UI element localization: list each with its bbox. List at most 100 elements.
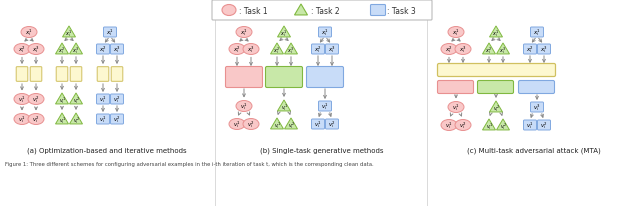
Text: (a) Optimization-based and iterative methods: (a) Optimization-based and iterative met…: [27, 147, 187, 154]
Text: $v_i^1$: $v_i^1$: [240, 101, 248, 112]
Text: : Task 3: : Task 3: [387, 7, 416, 16]
FancyBboxPatch shape: [319, 102, 332, 111]
Ellipse shape: [243, 119, 259, 130]
Text: $v_i^2$: $v_i^2$: [113, 114, 121, 125]
FancyBboxPatch shape: [97, 45, 109, 55]
FancyBboxPatch shape: [212, 1, 432, 21]
Ellipse shape: [222, 6, 236, 16]
Text: Figure 1: Three different schemes for configuring adversarial examples in the i-: Figure 1: Three different schemes for co…: [5, 161, 374, 166]
FancyBboxPatch shape: [326, 119, 339, 129]
FancyBboxPatch shape: [111, 67, 123, 82]
Text: $v_i^1$: $v_i^1$: [321, 101, 329, 112]
Text: $x_i^1$: $x_i^1$: [492, 29, 500, 39]
Ellipse shape: [448, 102, 464, 113]
Ellipse shape: [448, 27, 464, 38]
Ellipse shape: [14, 44, 30, 55]
Text: : Task 1: : Task 1: [239, 7, 268, 16]
Polygon shape: [278, 101, 291, 111]
Polygon shape: [271, 118, 284, 129]
FancyBboxPatch shape: [524, 45, 536, 55]
FancyBboxPatch shape: [312, 119, 324, 129]
Polygon shape: [497, 119, 509, 130]
Text: $v_i^1$: $v_i^1$: [445, 120, 453, 131]
Polygon shape: [294, 5, 307, 16]
Ellipse shape: [236, 27, 252, 38]
Text: $v_i^2$: $v_i^2$: [460, 120, 467, 131]
Text: $x_i^2$: $x_i^2$: [526, 44, 534, 55]
Polygon shape: [497, 44, 509, 55]
Text: $x_i^3$: $x_i^3$: [499, 46, 507, 56]
Text: (b) Single-task generative methods: (b) Single-task generative methods: [260, 147, 384, 154]
Ellipse shape: [236, 101, 252, 112]
FancyBboxPatch shape: [531, 28, 543, 38]
Text: $x_i^2$: $x_i^2$: [273, 46, 280, 56]
Text: $x_i^1$: $x_i^1$: [106, 27, 114, 38]
FancyBboxPatch shape: [16, 67, 28, 82]
FancyBboxPatch shape: [225, 67, 262, 88]
FancyBboxPatch shape: [326, 45, 339, 55]
Text: $v_i^3$: $v_i^3$: [533, 102, 541, 113]
FancyBboxPatch shape: [266, 67, 303, 88]
Text: $v_i^1$: $v_i^1$: [99, 114, 107, 125]
Polygon shape: [271, 44, 284, 55]
Polygon shape: [63, 27, 76, 38]
Text: $x_i^2$: $x_i^2$: [99, 44, 107, 55]
Polygon shape: [285, 118, 298, 129]
FancyBboxPatch shape: [97, 95, 109, 104]
Polygon shape: [483, 119, 495, 130]
FancyBboxPatch shape: [312, 45, 324, 55]
Ellipse shape: [28, 114, 44, 125]
Polygon shape: [278, 27, 291, 38]
Text: $x_i^3$: $x_i^3$: [32, 44, 40, 55]
Polygon shape: [285, 44, 298, 55]
Ellipse shape: [229, 119, 245, 130]
Ellipse shape: [28, 44, 44, 55]
Text: $x_i^2$: $x_i^2$: [314, 44, 322, 55]
Text: $x_i^2$: $x_i^2$: [18, 44, 26, 55]
Polygon shape: [490, 27, 502, 38]
Text: $x_i^3$: $x_i^3$: [113, 44, 121, 55]
Text: $x_i^2$: $x_i^2$: [233, 44, 241, 55]
FancyBboxPatch shape: [97, 67, 109, 82]
Text: $x_i^3$: $x_i^3$: [328, 44, 336, 55]
Text: $x_i^1$: $x_i^1$: [321, 27, 329, 38]
FancyBboxPatch shape: [531, 103, 543, 112]
Polygon shape: [56, 44, 68, 55]
Text: $v_i^1$: $v_i^1$: [486, 121, 493, 132]
Polygon shape: [70, 94, 83, 104]
Text: $x_i^2$: $x_i^2$: [445, 44, 453, 55]
Text: $x_i^1$: $x_i^1$: [65, 29, 72, 39]
Text: $v_i^2$: $v_i^2$: [113, 94, 121, 105]
Text: $x_i^2$: $x_i^2$: [58, 46, 65, 56]
Text: $v_i^1$: $v_i^1$: [99, 94, 107, 105]
Text: : Task 2: : Task 2: [311, 7, 340, 16]
Text: $x_i^1$: $x_i^1$: [452, 27, 460, 38]
FancyBboxPatch shape: [538, 121, 550, 130]
FancyBboxPatch shape: [111, 95, 124, 104]
Text: $x_i^1$: $x_i^1$: [25, 27, 33, 38]
Text: $x_i^3$: $x_i^3$: [459, 44, 467, 55]
Text: $v_i^1$: $v_i^1$: [18, 94, 26, 105]
Polygon shape: [70, 113, 83, 124]
Text: $x_i^1$: $x_i^1$: [240, 27, 248, 38]
Text: $v_i^1$: $v_i^1$: [58, 95, 65, 106]
Text: $v_i^2$: $v_i^2$: [72, 115, 79, 126]
Text: $v_i^2$: $v_i^2$: [247, 119, 255, 130]
Text: $x_i^3$: $x_i^3$: [72, 46, 79, 56]
Ellipse shape: [14, 114, 30, 125]
Text: $v_i^1$: $v_i^1$: [58, 115, 65, 126]
FancyBboxPatch shape: [97, 115, 109, 124]
FancyBboxPatch shape: [518, 81, 554, 94]
Polygon shape: [56, 94, 68, 104]
Text: $v_i^1$: $v_i^1$: [18, 114, 26, 125]
FancyBboxPatch shape: [30, 67, 42, 82]
Text: $v_i^1$: $v_i^1$: [526, 120, 534, 131]
FancyBboxPatch shape: [319, 28, 332, 38]
Polygon shape: [483, 44, 495, 55]
FancyBboxPatch shape: [70, 67, 82, 82]
Text: $v_i^2$: $v_i^2$: [493, 103, 499, 114]
Text: $v_i^2$: $v_i^2$: [500, 121, 506, 132]
Text: $x_i^3$: $x_i^3$: [247, 44, 255, 55]
Text: $v_i^2$: $v_i^2$: [72, 95, 79, 106]
Text: $v_i^1$: $v_i^1$: [314, 119, 322, 130]
